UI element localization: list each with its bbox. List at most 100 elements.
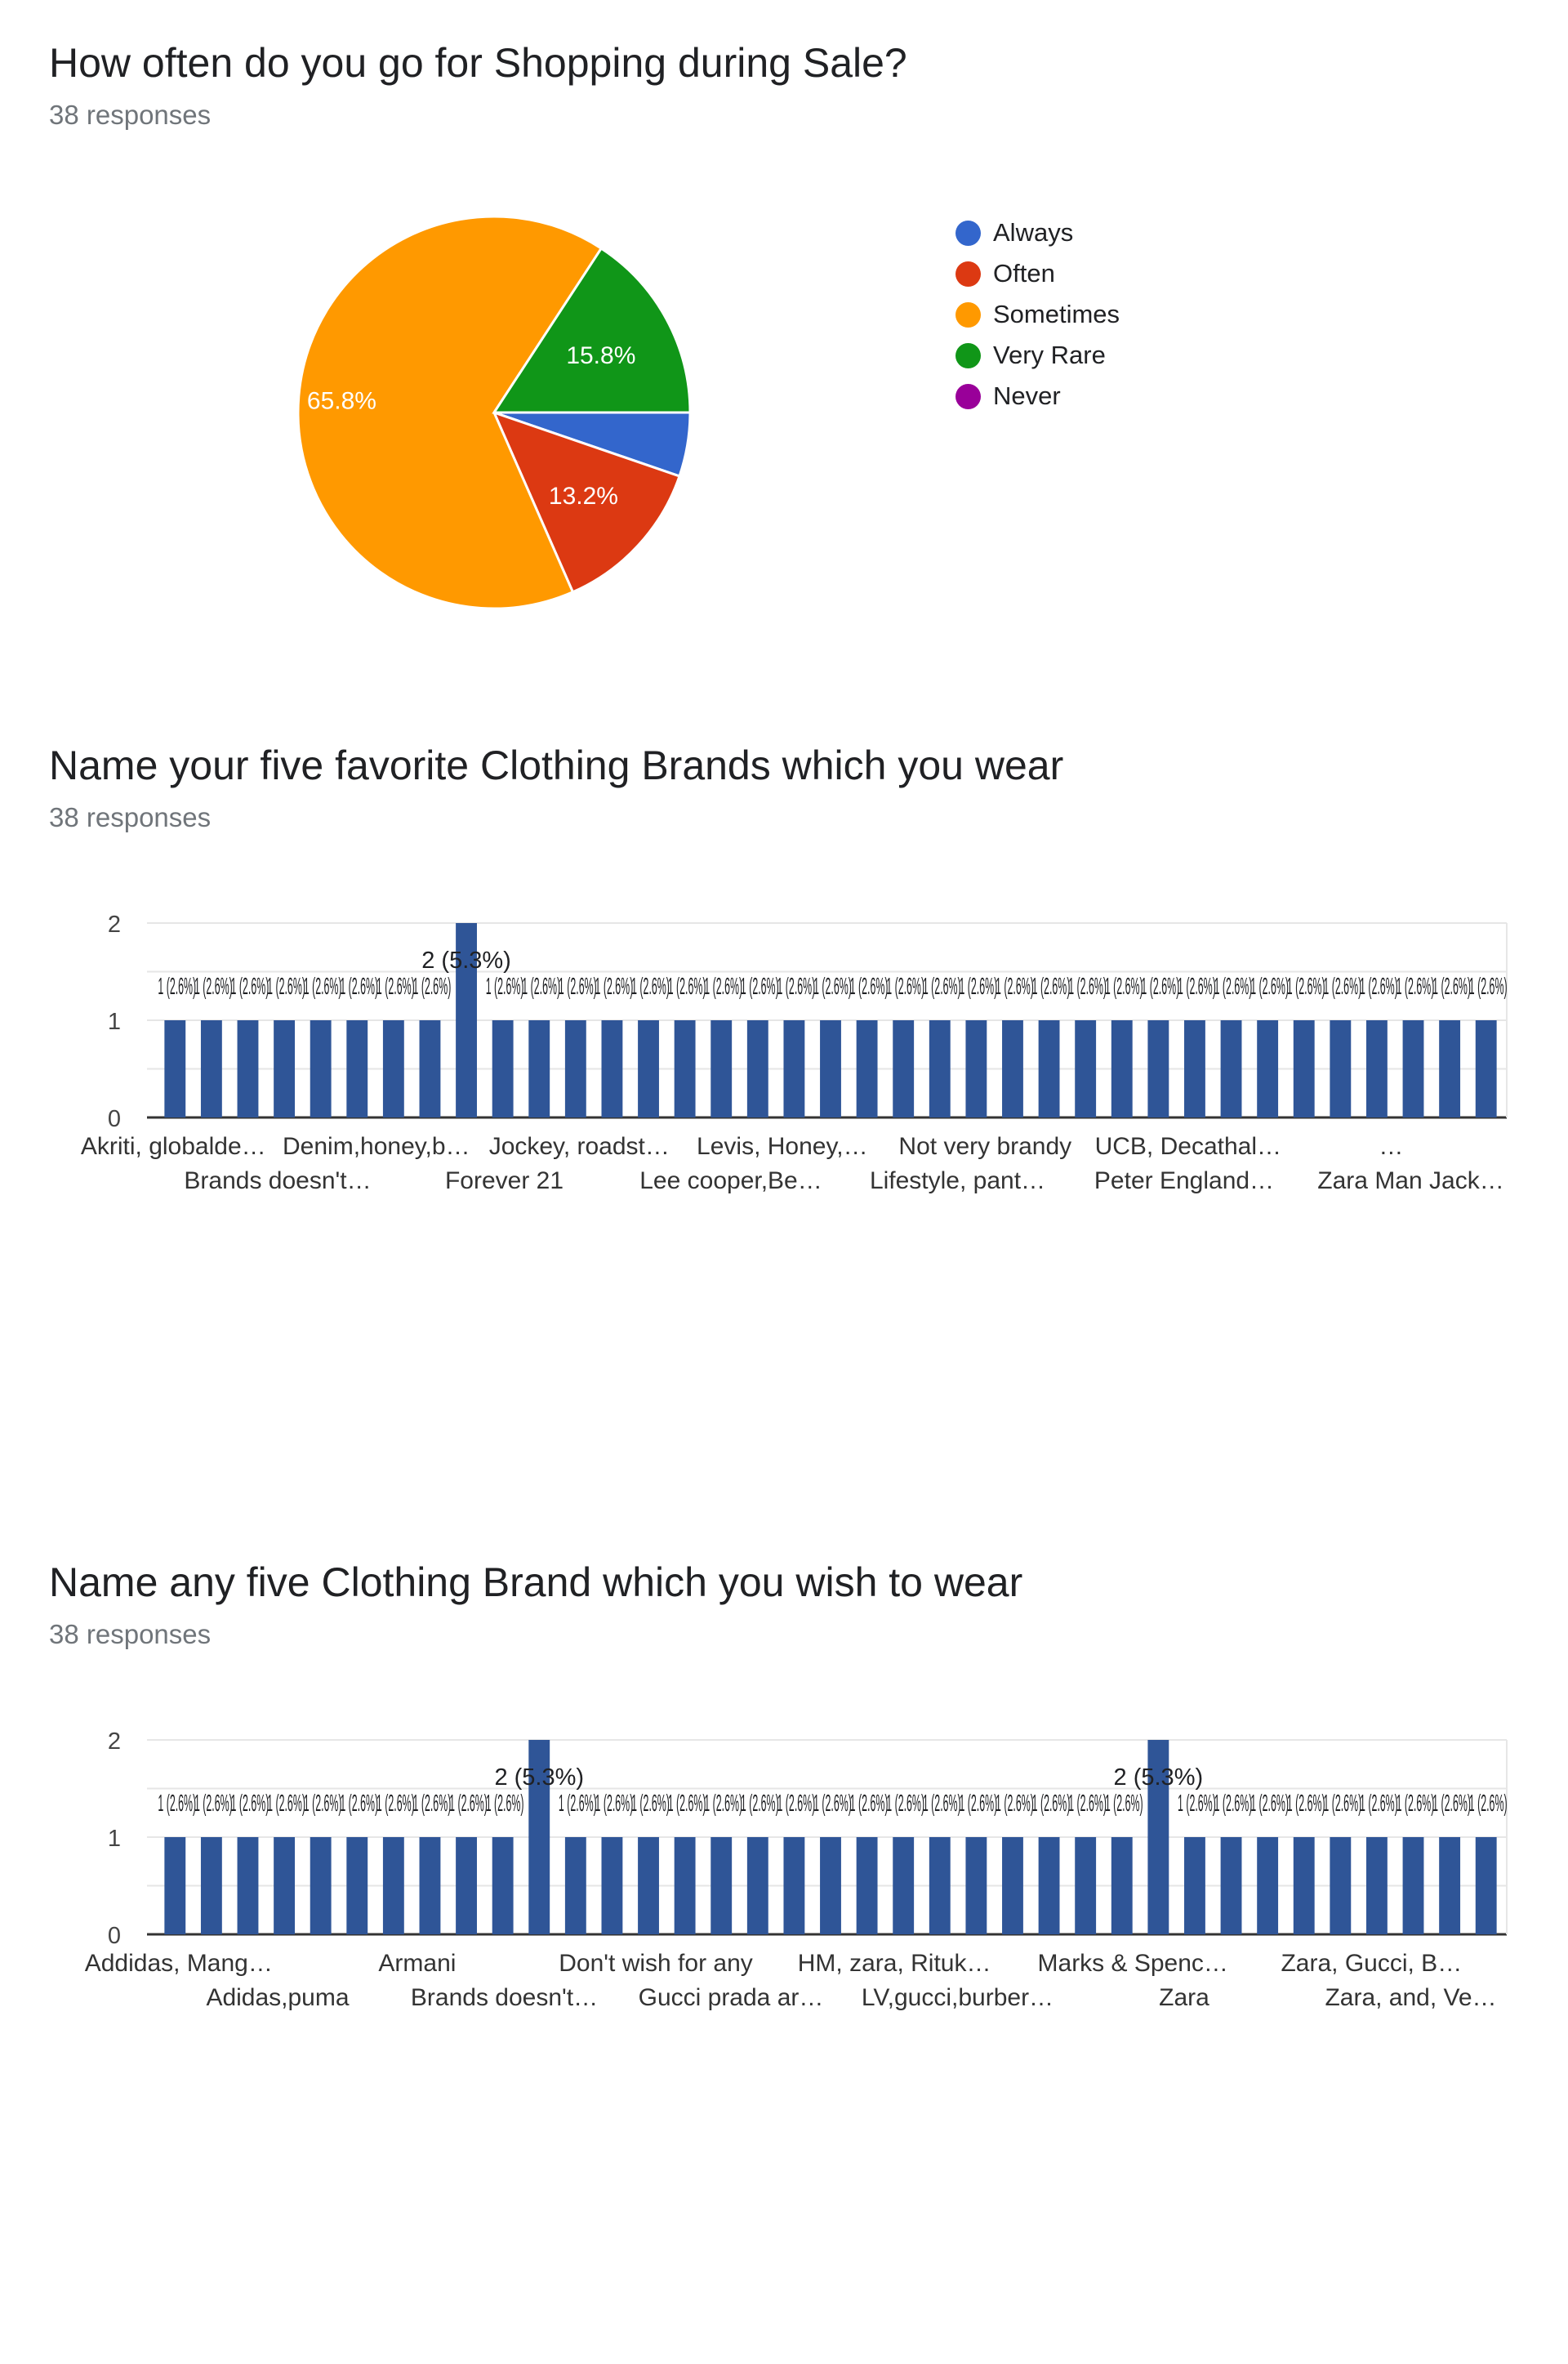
bar-data-label: 1 (2.6%)	[923, 974, 961, 1000]
bar	[674, 1020, 696, 1117]
bar	[638, 1837, 659, 1934]
bar-data-label: 1 (2.6%)	[996, 1791, 1034, 1817]
bar-data-label: 1 (2.6%)	[741, 1791, 779, 1817]
bar-data-label: 1 (2.6%)	[1396, 1791, 1435, 1817]
x-tick-label: Addidas, Mang…	[85, 1950, 273, 1977]
bar	[893, 1837, 915, 1934]
bar	[1184, 1837, 1205, 1934]
bar-data-label: 1 (2.6%)	[777, 974, 815, 1000]
legend-label: Never	[993, 381, 1061, 410]
bar	[1439, 1020, 1461, 1117]
bar-data-label: 1 (2.6%)	[959, 974, 997, 1000]
bar-data-label: 1 (2.6%)	[704, 1791, 742, 1817]
bar-data-label: 1 (2.6%)	[267, 1791, 305, 1817]
bar	[456, 1837, 477, 1934]
bar-data-label: 1 (2.6%)	[886, 1791, 924, 1817]
y-tick-label: 2	[108, 912, 121, 938]
pie-slice-label: 65.8%	[307, 388, 376, 415]
bar-data-label: 1 (2.6%)	[1141, 974, 1179, 1000]
x-tick-label: Zara Man Jack…	[1317, 1167, 1503, 1194]
bar	[200, 1020, 222, 1117]
bar	[492, 1837, 514, 1934]
pie-slice-very-rare	[492, 247, 692, 414]
bar-data-label: 1 (2.6%)	[1396, 974, 1435, 1000]
bar	[1439, 1837, 1461, 1934]
legend-swatch	[956, 261, 981, 287]
bar	[1330, 1020, 1352, 1117]
bar-data-label: 1 (2.6%)	[886, 974, 924, 1000]
bar-data-label: 1 (2.6%)	[194, 974, 233, 1000]
bar-data-label: 1 (2.6%)	[1287, 1791, 1325, 1817]
bar-data-label: 1 (2.6%)	[522, 974, 560, 1000]
bar-data-label: 1 (2.6%)	[1360, 974, 1398, 1000]
pie-slice-sometimes	[296, 215, 604, 610]
bar	[601, 1020, 623, 1117]
legend-label: Sometimes	[993, 300, 1120, 328]
x-tick-label: Zara	[1159, 1984, 1209, 2011]
pie-slice-label: 15.8%	[566, 342, 635, 369]
bar	[346, 1837, 368, 1934]
bar	[1365, 1837, 1388, 1934]
bar	[564, 1837, 586, 1934]
bar	[1111, 1020, 1133, 1117]
bar	[1002, 1837, 1023, 1934]
bar	[419, 1020, 441, 1117]
bar	[929, 1837, 951, 1934]
bar-data-label: 1 (2.6%)	[850, 1791, 889, 1817]
bar	[1220, 1837, 1242, 1934]
bar	[1184, 1020, 1205, 1117]
bar-data-label: 1 (2.6%)	[1068, 974, 1107, 1000]
bar-data-label: 1 (2.6%)	[1032, 974, 1071, 1000]
bar	[783, 1837, 805, 1934]
pie-slice-often	[492, 410, 681, 594]
bar	[710, 1837, 733, 1934]
bar	[856, 1837, 878, 1934]
bar-data-label: 1 (2.6%)	[194, 1791, 233, 1817]
bar-data-label: 1 (2.6%)	[486, 1791, 524, 1817]
y-tick-label: 0	[108, 1923, 121, 1949]
responses-count: 38 responses	[49, 100, 212, 130]
x-tick-label: Levis, Honey,…	[697, 1133, 868, 1160]
bar	[1257, 1837, 1279, 1934]
bar-data-label: 1 (2.6%)	[1105, 1791, 1143, 1817]
bar-chart-card-wish: Name any five Clothing Brand which you w…	[0, 1519, 1568, 2361]
bar	[965, 1837, 987, 1934]
bar-data-label: 1 (2.6%)	[996, 974, 1034, 1000]
bar	[638, 1020, 659, 1117]
bar-data-label: 1 (2.6%)	[559, 1791, 597, 1817]
bar	[1002, 1020, 1023, 1117]
bar-data-label: 1 (2.6%)	[1469, 1791, 1508, 1817]
bar	[1402, 1837, 1424, 1934]
responses-count: 38 responses	[49, 802, 212, 832]
bar	[237, 1020, 259, 1117]
y-tick-label: 1	[108, 1009, 121, 1035]
legend-swatch	[956, 342, 981, 368]
bar-data-label: 1 (2.6%)	[1250, 1791, 1289, 1817]
x-tick-label: Marks & Spenc…	[1038, 1950, 1228, 1977]
bar	[382, 1020, 404, 1117]
bar-data-label: 1 (2.6%)	[1032, 1791, 1071, 1817]
legend-item-very-rare: Very Rare	[956, 335, 1120, 376]
bar-data-label: 1 (2.6%)	[340, 974, 378, 1000]
bar-data-label: 1 (2.6%)	[704, 974, 742, 1000]
bar-data-label: 1 (2.6%)	[813, 1791, 852, 1817]
bar-data-label: 1 (2.6%)	[631, 1791, 670, 1817]
x-tick-label: Peter England…	[1094, 1167, 1274, 1194]
bar-data-label: 1 (2.6%)	[376, 1791, 415, 1817]
bar-data-label: 1 (2.6%)	[1432, 1791, 1471, 1817]
bar	[1147, 1740, 1169, 1934]
bar	[200, 1837, 222, 1934]
bar	[1293, 1020, 1315, 1117]
bar	[274, 1837, 296, 1934]
bar-data-label: 1 (2.6%)	[850, 974, 889, 1000]
bar	[310, 1837, 332, 1934]
legend-item-never: Never	[956, 376, 1120, 417]
bar	[893, 1020, 915, 1117]
bar-data-label: 1 (2.6%)	[959, 1791, 997, 1817]
x-tick-label: Brands doesn't…	[184, 1167, 371, 1194]
bar	[564, 1020, 586, 1117]
bar	[492, 1020, 514, 1117]
bar	[1038, 1837, 1060, 1934]
bar	[1293, 1837, 1315, 1934]
